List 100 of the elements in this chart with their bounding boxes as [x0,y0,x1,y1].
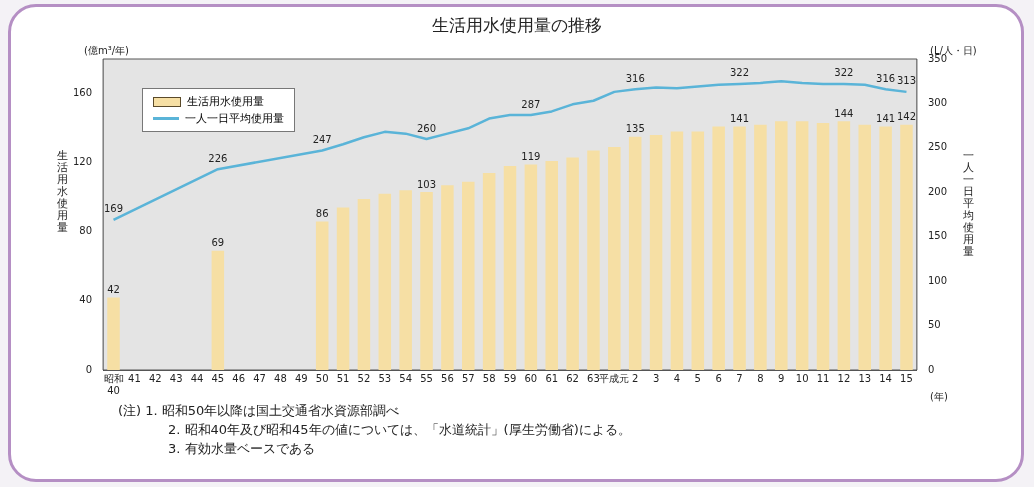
bar [441,185,454,370]
bar [670,131,684,370]
bar [628,136,642,370]
x-tick-label: 49 [294,372,308,384]
bar [837,121,851,370]
legend-label: 一人一日平均使用量 [185,111,284,126]
y2-tick-label: 300 [927,97,948,109]
bar [482,173,496,370]
x-tick-label: 2 [632,372,639,384]
data-label: 42 [107,284,120,296]
x-tick-label: 63 [587,372,600,384]
y2-tick-label: 100 [927,274,948,286]
data-label: 322 [834,67,854,79]
x-tick-label: 53 [378,372,392,384]
bar [900,124,913,370]
y2-tick-label: 200 [927,185,948,197]
x-tick-label: 46 [232,372,246,384]
data-label: 141 [876,112,896,124]
x-tick-label: 47 [253,372,266,384]
text: (注) 1. 昭和50年以降は国土交通省水資源部調べ [118,402,400,420]
data-label: 169 [103,203,124,215]
x-tick-label: 45 [211,372,225,384]
x-tick-label: 昭和40 [103,372,124,396]
bar [879,126,892,370]
bar [858,124,872,370]
data-label: 86 [315,208,329,219]
x-tick-label: 14 [879,372,892,384]
x-tick-label: 61 [545,372,559,384]
bar [608,147,621,370]
y2-tick-label: 50 [927,319,941,331]
bar [816,122,830,370]
data-label: 287 [521,98,541,110]
bar [503,166,517,370]
data-label: 316 [876,72,896,84]
legend-label: 生活用水使用量 [187,94,264,109]
x-tick-label: 55 [420,372,433,384]
data-label: 260 [416,122,437,134]
bar [733,126,746,370]
x-tick-label: 51 [336,372,350,384]
y2-tick-label: 150 [927,230,948,242]
y-tick-label: 40 [79,294,93,306]
bar [315,221,329,370]
bar [691,131,705,370]
x-tick-label: 15 [900,372,913,384]
bar [775,121,788,370]
bar [420,192,433,370]
bar [524,164,538,370]
text: (年) [930,390,948,404]
x-tick-label: 62 [566,372,579,384]
text: 3. 有効水量ベースである [168,440,315,458]
bar [587,150,600,370]
x-tick-label: 4 [673,372,681,384]
y2-tick-label: 250 [927,141,948,153]
x-tick-label: 41 [128,372,141,384]
x-tick-label: 58 [482,372,496,384]
data-label: 316 [625,72,645,84]
x-tick-label: 42 [148,372,162,384]
x-tick-label: 6 [715,372,722,384]
x-tick-label: 44 [190,372,204,384]
y-tick-label: 120 [72,156,93,168]
text: 一人一日平均使用量 [963,149,974,258]
text: 2. 昭和40年及び昭和45年の値については、「水道統計」(厚生労働省)による。 [168,421,631,439]
data-label: 247 [312,134,332,146]
bar [357,198,371,370]
bar [754,124,767,370]
bar [211,250,225,370]
data-label: 135 [625,123,645,135]
y2-tick-label: 0 [927,363,935,375]
data-label: 142 [896,111,917,123]
data-label: 313 [896,75,917,87]
data-label: 119 [521,150,541,162]
chart-title: 生活用水使用量の推移 [431,14,603,37]
x-tick-label: 13 [858,372,872,384]
x-tick-label: 60 [524,372,538,384]
x-tick-label: 56 [441,372,454,384]
bar [795,121,809,370]
y-tick-label: 80 [79,225,93,237]
x-tick-label: 7 [736,372,743,384]
x-tick-label: 54 [399,372,413,384]
x-tick-label: 50 [315,372,329,384]
y-tick-label: 160 [72,87,93,99]
x-tick-label: 59 [503,372,517,384]
bar [378,193,392,370]
bar [107,297,120,370]
text: (億m³/年) [84,44,129,58]
x-tick-label: 43 [169,372,183,384]
y-axis-title: 生活用水使用量 [56,149,69,234]
x-tick-label: 11 [816,372,830,384]
x-tick-label: 10 [795,372,809,384]
bar [545,160,558,370]
bar [462,181,475,370]
bar [336,207,350,370]
bar [566,157,579,370]
x-tick-label: 8 [757,372,764,384]
data-label: 144 [834,107,854,119]
x-tick-label: 3 [652,372,660,384]
x-tick-label: 9 [778,372,785,384]
y-tick-label: 0 [85,363,93,375]
data-label: 322 [729,67,750,79]
x-tick-label: 52 [357,372,371,384]
